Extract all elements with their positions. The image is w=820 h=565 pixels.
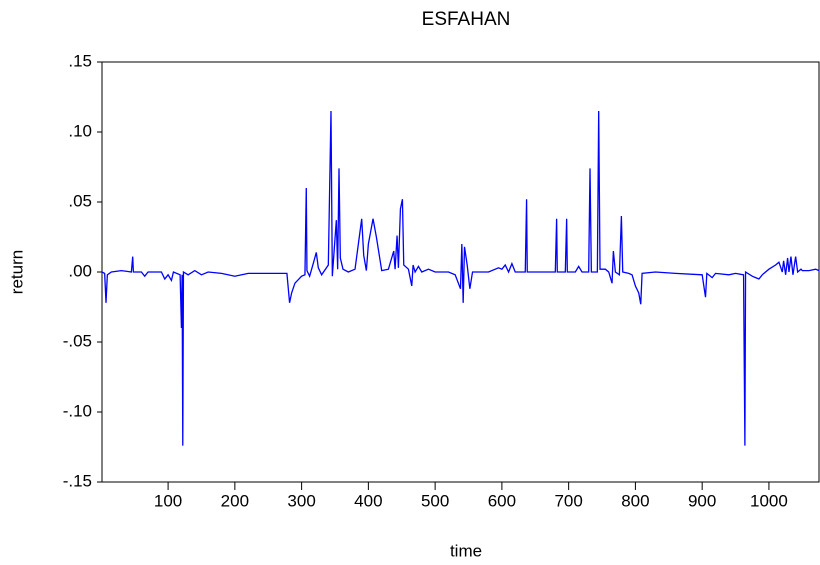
y-tick-label: .00 bbox=[68, 261, 92, 280]
x-tick-label: 400 bbox=[354, 491, 382, 510]
y-tick-label: -.05 bbox=[63, 331, 92, 350]
x-tick-label: 300 bbox=[287, 491, 315, 510]
x-tick-label: 200 bbox=[221, 491, 249, 510]
series-line bbox=[101, 110, 820, 446]
y-tick-label: -.10 bbox=[63, 401, 92, 420]
y-tick-label: .10 bbox=[68, 121, 92, 140]
x-tick-label: 500 bbox=[421, 491, 449, 510]
y-tick-label: -.15 bbox=[63, 471, 92, 490]
x-tick-label: 900 bbox=[688, 491, 716, 510]
x-tick-label: 1000 bbox=[750, 491, 788, 510]
x-axis-label: time bbox=[450, 541, 482, 560]
x-tick-label: 600 bbox=[488, 491, 516, 510]
chart-title: ESFAHAN bbox=[422, 9, 511, 30]
x-tick-label: 700 bbox=[554, 491, 582, 510]
y-tick-label: .05 bbox=[68, 191, 92, 210]
x-tick-label: 100 bbox=[154, 491, 182, 510]
y-tick-label: .15 bbox=[68, 51, 92, 70]
y-axis-label: return bbox=[7, 250, 26, 294]
x-tick-label: 800 bbox=[621, 491, 649, 510]
